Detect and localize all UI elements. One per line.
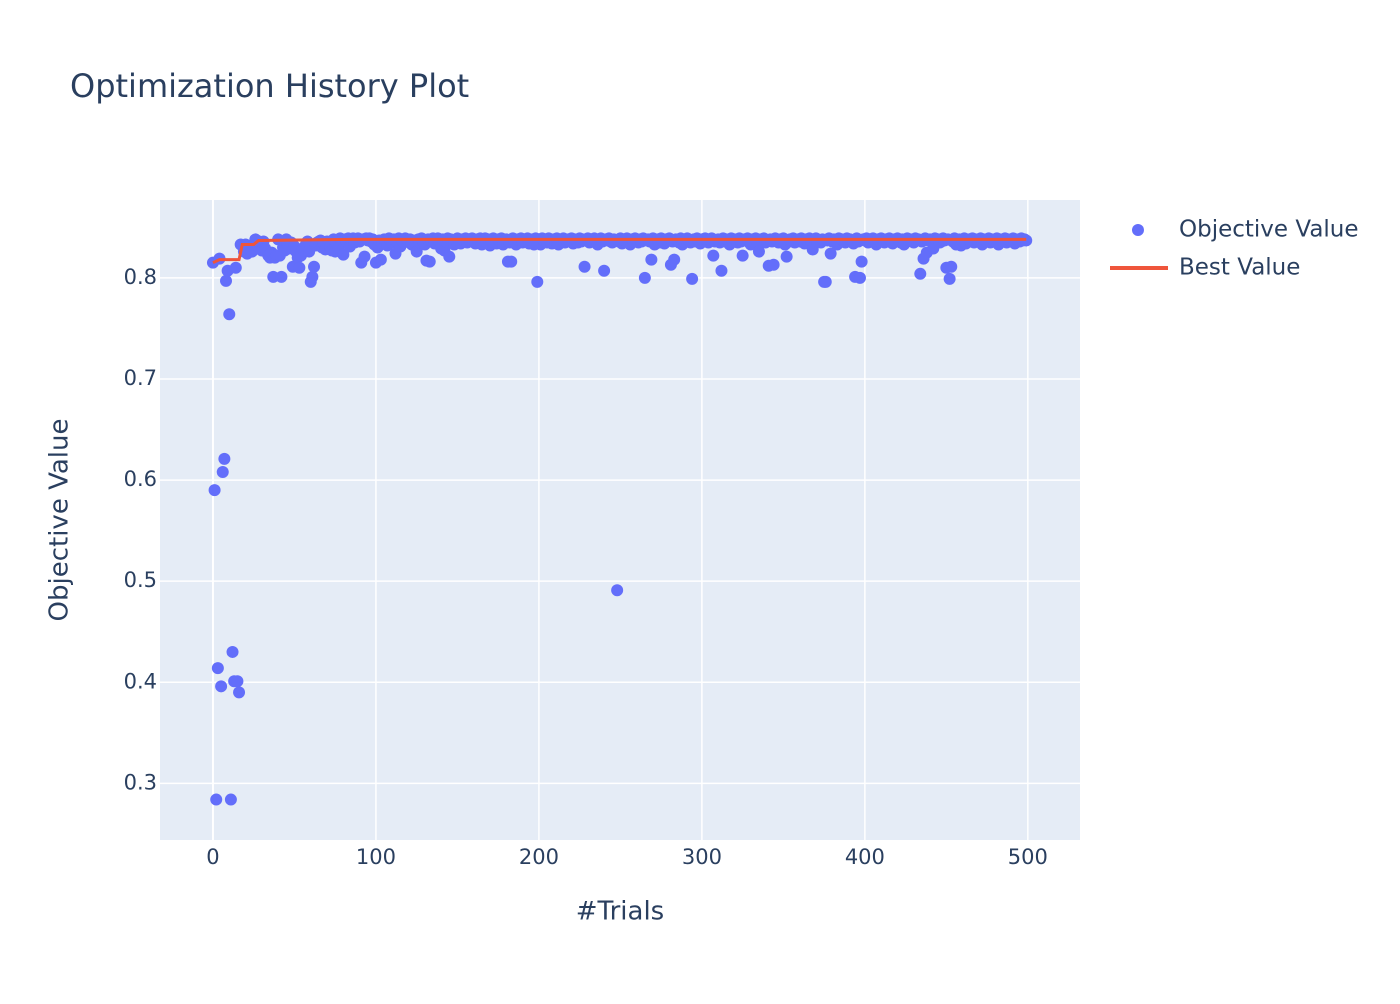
legend-label: Objective Value xyxy=(1179,217,1359,243)
data-point xyxy=(686,272,699,285)
y-tick-label: 0.4 xyxy=(124,669,157,693)
legend-label: Best Value xyxy=(1179,255,1300,281)
data-point xyxy=(767,258,780,271)
labels: 0 100 200 300 400 500 0.3 0.4 0.5 0.6 0.7 0.8 xyxy=(124,265,1048,869)
x-tick-label: 200 xyxy=(519,845,559,869)
data-point xyxy=(707,249,720,262)
data-point xyxy=(220,274,233,287)
data-point xyxy=(819,275,832,288)
legend: Objective Value Best Value xyxy=(1110,217,1359,281)
data-point xyxy=(306,270,319,283)
data-point xyxy=(218,452,231,465)
data-point xyxy=(824,247,837,260)
data-point xyxy=(229,261,242,274)
data-point xyxy=(216,465,229,478)
y-tick-label: 0.7 xyxy=(124,366,157,390)
data-point xyxy=(226,645,239,658)
x-axis-title: #Trials xyxy=(576,897,664,927)
data-point xyxy=(423,255,436,268)
x-tick-label: 300 xyxy=(682,845,722,869)
data-point xyxy=(715,264,728,277)
data-point xyxy=(598,264,611,277)
data-point xyxy=(215,680,228,693)
x-tick-label: 100 xyxy=(356,845,396,869)
best-line xyxy=(212,237,1027,265)
y-tick-label: 0.8 xyxy=(124,265,157,289)
data-point xyxy=(275,270,288,283)
data-point xyxy=(736,249,749,262)
x-tick-label: 400 xyxy=(845,845,885,869)
plot-area xyxy=(160,200,1080,840)
data-point xyxy=(374,253,387,266)
data-point xyxy=(531,275,544,288)
data-point xyxy=(337,248,350,261)
data-point xyxy=(233,686,246,699)
y-tick-label: 0.6 xyxy=(124,467,157,491)
data-point xyxy=(308,260,321,273)
data-point xyxy=(855,255,868,268)
data-point xyxy=(668,253,681,266)
data-point xyxy=(358,250,371,263)
data-point xyxy=(780,250,793,263)
data-point xyxy=(611,584,624,597)
data-point xyxy=(443,250,456,263)
y-axis-title: Objective Value xyxy=(45,419,75,622)
data-point xyxy=(752,245,765,258)
data-point xyxy=(224,793,237,806)
marks xyxy=(206,232,1033,806)
data-point xyxy=(210,793,223,806)
y-tick-label: 0.5 xyxy=(124,568,157,592)
data-point xyxy=(293,261,306,274)
x-tick-label: 500 xyxy=(1008,845,1048,869)
y-tick-label: 0.3 xyxy=(124,770,157,794)
chart-title: Optimization History Plot xyxy=(70,67,469,105)
data-point xyxy=(638,271,651,284)
legend-symbol xyxy=(1132,224,1144,236)
data-point xyxy=(208,484,221,497)
data-point xyxy=(945,260,958,273)
data-point xyxy=(578,260,591,273)
data-point xyxy=(914,267,927,280)
data-point xyxy=(645,253,658,266)
data-point xyxy=(853,271,866,284)
data-point xyxy=(223,308,236,321)
data-point xyxy=(211,662,224,675)
data-point xyxy=(943,272,956,285)
x-tick-label: 0 xyxy=(206,845,219,869)
data-point xyxy=(505,255,518,268)
data-point xyxy=(231,675,244,688)
data-point xyxy=(410,245,423,258)
